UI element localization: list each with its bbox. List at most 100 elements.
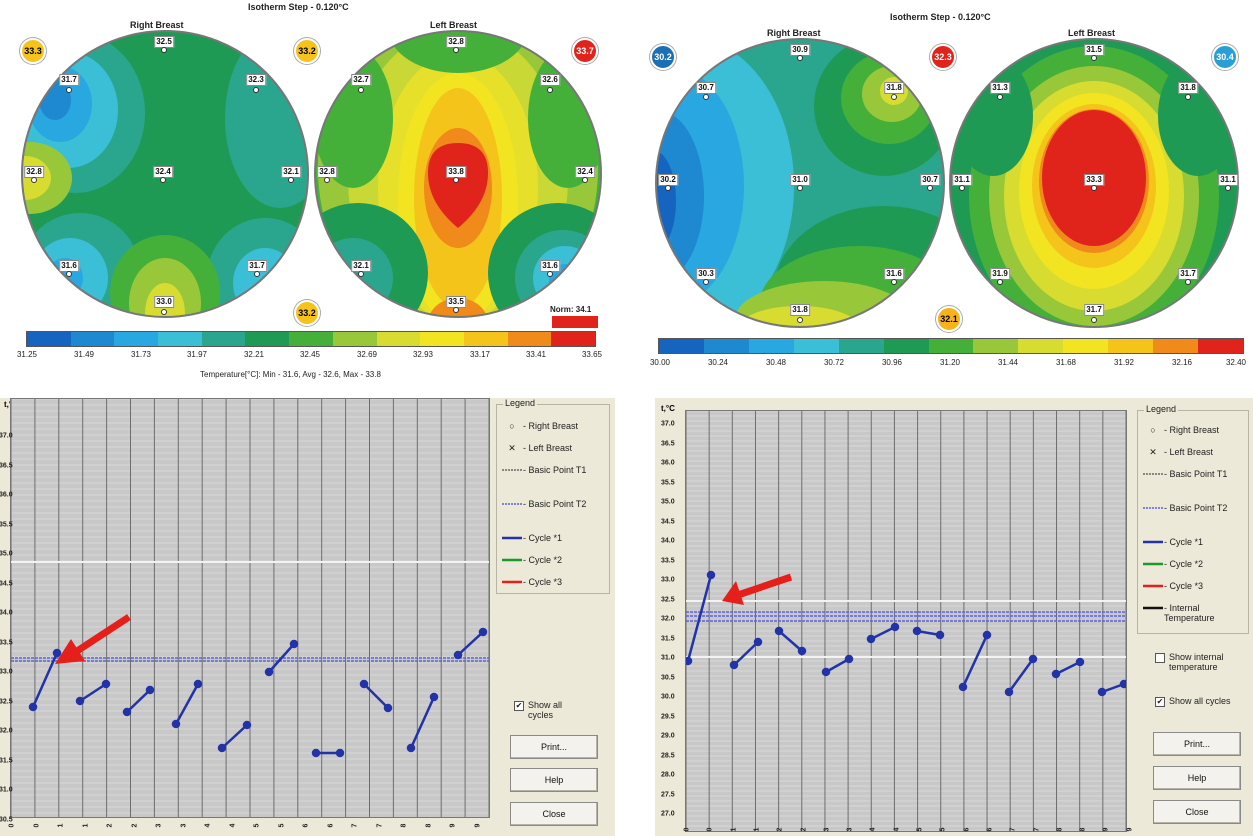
y-tick-label: 27.5	[661, 791, 675, 798]
scale-tick: 30.24	[707, 358, 729, 367]
temp-marker	[453, 47, 459, 53]
right-breast-label: Right Breast	[767, 28, 821, 38]
color-scale-bar	[658, 338, 1244, 354]
dashed-line-icon	[501, 465, 523, 475]
show-internal-temperature-checkbox[interactable]: Show internal temperature	[1155, 652, 1245, 672]
cross-marker-icon: ✕	[1149, 447, 1157, 457]
temp-marker	[31, 177, 37, 183]
scale-tick: 32.16	[1171, 358, 1193, 367]
temp-marker	[161, 47, 167, 53]
y-tick-label: 36.0	[0, 491, 13, 499]
x-tick-label: 8	[400, 823, 408, 828]
show-all-cycles-checkbox[interactable]: ✔ Show all cycles	[1155, 696, 1231, 707]
norm-label: Norm: 34.1	[550, 305, 592, 314]
temp-marker	[66, 87, 72, 93]
temp-marker	[665, 185, 671, 191]
x-tick-label: 4	[893, 827, 901, 832]
scale-tick: 32.21	[243, 350, 265, 359]
legend-cycle-2: - Cycle *2	[1142, 559, 1203, 569]
x-tick-label: 3	[846, 827, 854, 832]
y-tick-label: 36.5	[0, 462, 13, 469]
temp-marker	[1185, 279, 1191, 285]
temp-marker	[453, 307, 459, 313]
legend-title: Legend	[503, 398, 538, 408]
help-button[interactable]: Help	[1153, 766, 1241, 790]
y-tick-label: 31.5	[0, 757, 13, 764]
checkbox-empty-icon[interactable]	[1155, 653, 1165, 663]
scale-tick: 30.00	[649, 358, 671, 367]
x-tick-label: 0	[706, 827, 714, 832]
x-tick-label: 1	[82, 823, 89, 828]
badge-center-top: 32.3	[930, 44, 956, 70]
y-tick-label: 28.0	[661, 771, 675, 779]
green-line-icon	[501, 555, 523, 565]
thermo-panel-right: Isotherm Step - 0.120°C Right Breast Lef…	[640, 0, 1253, 385]
scale-tick: 33.17	[469, 350, 491, 359]
print-button[interactable]: Print...	[510, 735, 598, 759]
temp-marker	[1225, 185, 1231, 191]
legend-cycle-1: - Cycle *1	[501, 533, 562, 543]
graph-window-right: t,°C 37.0 36.5 36.0 35.5 35.0 34.5 34.0 33.5 33.…	[655, 398, 1253, 836]
x-tick-label: 5	[939, 827, 947, 832]
temp-marker	[358, 271, 364, 277]
temp-marker	[1091, 317, 1097, 323]
circle-marker-icon: ○	[509, 421, 515, 431]
isotherm-title: Isotherm Step - 0.120°C	[890, 12, 991, 22]
y-tick-label: 34.0	[661, 537, 675, 545]
y-tick-label: 33.0	[661, 576, 675, 584]
x-tick-label: 6	[963, 827, 971, 832]
x-tick-label: 4	[869, 827, 877, 832]
blue-line-icon	[501, 533, 523, 543]
scale-tick: 32.93	[412, 350, 434, 359]
checkbox-check-icon[interactable]: ✔	[514, 701, 524, 711]
legend-basic-t2: - Basic Point T2	[1142, 503, 1234, 513]
scale-tick: 32.45	[299, 350, 321, 359]
badge-center-bottom: 33.2	[294, 300, 320, 326]
temp-marker	[959, 185, 965, 191]
dashed-line-icon	[501, 499, 523, 509]
legend-cycle-3: - Cycle *3	[501, 577, 562, 587]
close-button[interactable]: Close	[510, 802, 598, 826]
legend-title: Legend	[1144, 404, 1179, 414]
close-button[interactable]: Close	[1153, 800, 1241, 824]
temp-point: 31.8	[884, 82, 904, 94]
y-tick-label: 33.5	[0, 639, 13, 646]
temp-point: 33.0	[154, 296, 174, 308]
y-tick-label: 35.0	[661, 498, 675, 506]
x-tick-label: 8	[425, 823, 432, 828]
legend-box: Legend ○ - Right Breast ✕ - Left Breast - …	[496, 398, 610, 594]
legend-left-breast: ✕ - Left Breast	[1142, 447, 1213, 457]
legend-basic-t1: - Basic Point T1	[501, 465, 593, 475]
x-tick-label: 0	[8, 823, 16, 828]
print-button[interactable]: Print...	[1153, 732, 1241, 756]
color-scale-bar	[26, 331, 596, 347]
left-breast-label: Left Breast	[1068, 28, 1116, 38]
temp-marker	[927, 185, 933, 191]
help-button[interactable]: Help	[510, 768, 598, 792]
green-line-icon	[1142, 559, 1164, 569]
y-tick-label: 34.5	[661, 518, 675, 525]
circle-marker-icon: ○	[1150, 425, 1156, 435]
temp-marker	[703, 279, 709, 285]
legend-internal-temp: - Internal Temperature	[1142, 603, 1234, 623]
checkbox-check-icon[interactable]: ✔	[1155, 697, 1165, 707]
y-tick-label: 31.0	[661, 654, 675, 662]
temp-marker	[161, 309, 167, 315]
badge-left-top: 33.7	[572, 38, 598, 64]
unit-label: t,°C	[661, 404, 675, 413]
x-tick-label: 3	[180, 823, 187, 828]
scale-tick: 30.96	[881, 358, 903, 367]
temp-marker	[703, 94, 709, 100]
x-tick-label: 7	[1009, 827, 1017, 832]
show-all-cycles-checkbox[interactable]: ✔ Show all cycles	[514, 700, 563, 720]
y-tick-label: 35.5	[0, 521, 13, 528]
y-tick-label: 30.5	[0, 816, 13, 823]
temp-marker	[891, 279, 897, 285]
temp-point: 32.3	[246, 74, 266, 86]
y-tick-label: 30.5	[661, 674, 675, 681]
temp-point: 31.7	[1084, 304, 1104, 316]
temp-marker	[1185, 94, 1191, 100]
red-line-icon	[1142, 581, 1164, 591]
temperature-graph	[685, 410, 1127, 832]
dashed-line-icon	[1142, 469, 1164, 479]
